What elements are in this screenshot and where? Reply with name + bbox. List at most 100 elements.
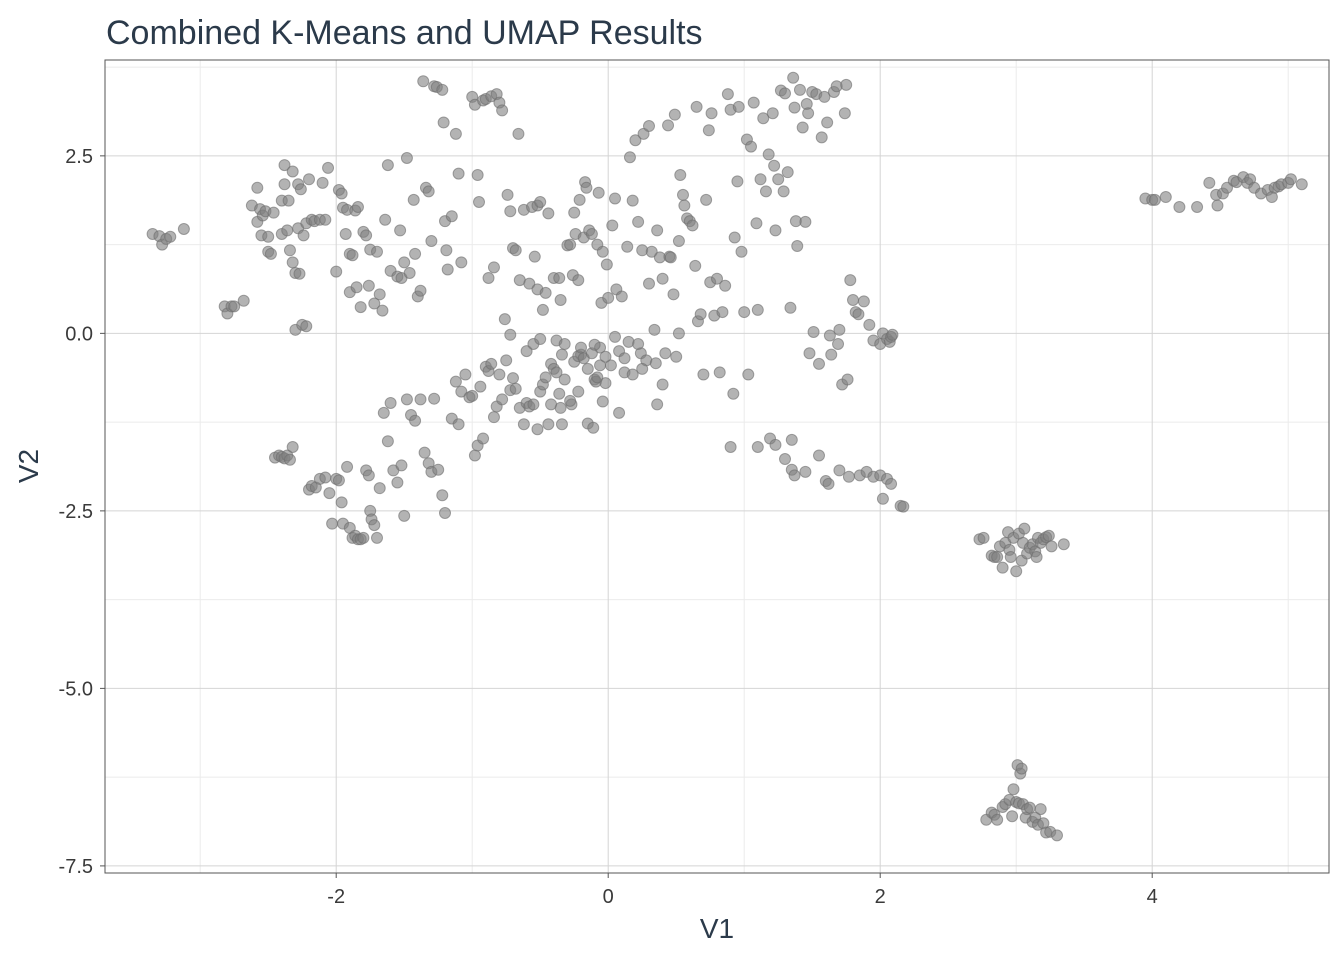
data-point: [713, 366, 726, 379]
data-point: [395, 459, 408, 472]
data-point: [648, 323, 661, 336]
data-point: [591, 371, 604, 384]
data-point: [1057, 538, 1070, 551]
y-tick-label: 2.5: [65, 146, 93, 168]
data-point: [381, 159, 394, 172]
data-point: [264, 247, 277, 260]
data-point: [354, 301, 367, 314]
data-point: [237, 294, 250, 307]
data-point: [437, 116, 450, 129]
data-point: [727, 387, 740, 400]
data-point: [629, 134, 642, 147]
data-point: [623, 151, 636, 164]
data-point: [1211, 199, 1224, 212]
y-tick-label: -7.5: [59, 856, 93, 878]
data-point: [667, 288, 680, 301]
x-tick-label: 4: [1147, 886, 1158, 908]
data-point: [449, 127, 462, 140]
data-point: [281, 224, 294, 237]
data-point: [844, 274, 857, 287]
data-point: [745, 140, 757, 153]
data-point: [621, 240, 634, 253]
data-point: [550, 366, 563, 379]
data-point: [440, 244, 453, 257]
data-point: [407, 193, 420, 206]
data-point: [534, 196, 547, 209]
data-point: [876, 492, 889, 505]
data-point: [371, 531, 383, 544]
data-point: [373, 288, 386, 301]
data-point: [432, 463, 445, 476]
data-point: [466, 389, 479, 402]
data-point: [350, 281, 363, 294]
data-point: [702, 124, 715, 137]
data-point: [689, 259, 702, 272]
data-point: [283, 244, 296, 257]
data-point: [762, 148, 775, 161]
data-point: [813, 449, 825, 462]
data-point: [1004, 551, 1017, 564]
data-point: [833, 464, 846, 477]
data-point: [452, 418, 465, 431]
data-point: [319, 471, 332, 484]
data-point: [403, 267, 416, 280]
x-axis-title: V1: [700, 913, 734, 944]
data-point: [507, 372, 519, 385]
data-point: [449, 375, 462, 388]
data-point: [422, 185, 435, 198]
data-point: [1203, 176, 1216, 189]
chart-title: Combined K-Means and UMAP Results: [106, 14, 703, 52]
data-point: [791, 240, 804, 253]
data-point: [564, 394, 577, 407]
data-point: [1191, 200, 1204, 213]
data-point: [664, 251, 677, 264]
data-point: [398, 509, 411, 522]
data-point: [747, 96, 760, 109]
data-point: [977, 531, 990, 544]
data-point: [697, 368, 710, 381]
data-point: [602, 291, 615, 304]
data-point: [672, 235, 685, 248]
x-tick-label: -2: [327, 886, 345, 908]
data-point: [645, 245, 658, 258]
data-point: [568, 206, 581, 219]
data-point: [847, 293, 859, 306]
data-point: [286, 165, 299, 178]
y-tick-label: -5.0: [59, 678, 93, 700]
data-point: [823, 329, 836, 342]
data-point: [485, 357, 498, 370]
data-point: [323, 487, 336, 500]
data-point: [1015, 762, 1028, 775]
data-point: [400, 393, 413, 406]
data-point: [643, 277, 655, 290]
data-point: [694, 308, 707, 321]
data-point: [759, 185, 772, 198]
data-point: [377, 406, 390, 419]
data-point: [459, 368, 472, 381]
data-point: [368, 297, 381, 310]
data-point: [587, 421, 600, 434]
data-point: [803, 347, 816, 360]
data-point: [772, 173, 785, 186]
data-point: [728, 231, 741, 244]
data-point: [351, 200, 364, 213]
data-point: [807, 325, 820, 338]
data-point: [368, 519, 381, 532]
data-point: [677, 188, 689, 201]
data-point: [555, 418, 568, 431]
data-point: [1042, 529, 1055, 542]
data-point: [857, 295, 870, 308]
data-point: [531, 423, 544, 436]
data-point: [821, 116, 834, 129]
data-point: [742, 368, 755, 381]
data-point: [793, 83, 806, 96]
data-point: [626, 368, 639, 381]
data-point: [501, 188, 514, 201]
data-point: [596, 245, 609, 258]
data-point: [545, 398, 558, 411]
data-point: [428, 392, 441, 405]
data-point: [832, 338, 845, 351]
data-point: [293, 267, 306, 280]
data-point: [554, 293, 567, 306]
data-point: [381, 435, 394, 448]
